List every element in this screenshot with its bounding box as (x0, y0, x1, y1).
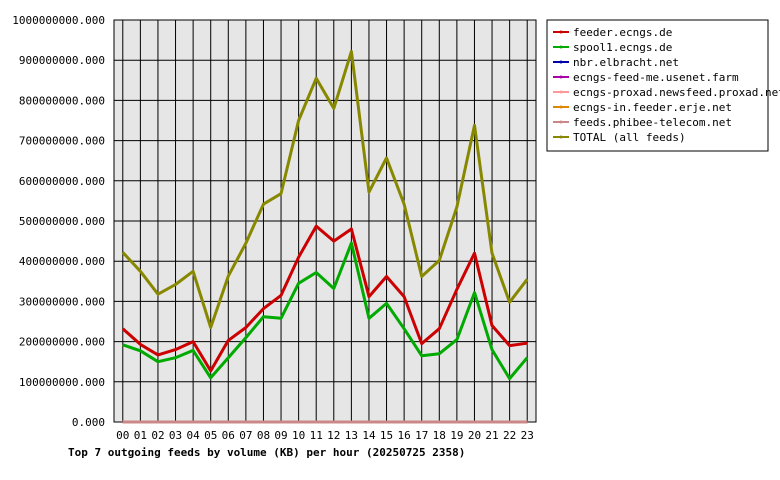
x-tick-label: 02 (151, 429, 164, 442)
legend-marker (559, 90, 563, 94)
legend-label: ecngs-in.feeder.erje.net (573, 101, 732, 114)
series-line-0 (121, 224, 528, 373)
x-tick-label: 11 (310, 429, 323, 442)
series-line-7 (121, 49, 529, 329)
x-tick-label: 15 (380, 429, 393, 442)
legend-box (546, 19, 769, 152)
x-tick-label: 00 (116, 429, 129, 442)
chart-title: Top 7 outgoing feeds by volume (KB) per … (68, 446, 465, 459)
x-tick-label: 16 (398, 429, 411, 442)
x-tick-label: 07 (239, 429, 252, 442)
x-tick-label: 21 (485, 429, 498, 442)
y-tick-label: 300000000.000 (19, 295, 105, 308)
legend-marker (559, 120, 563, 124)
series-lines (121, 49, 529, 424)
legend-marker (559, 60, 563, 64)
x-tick-label: 22 (503, 429, 516, 442)
legend-label: feeder.ecngs.de (573, 26, 672, 39)
x-tick-label: 19 (450, 429, 463, 442)
x-tick-label: 18 (433, 429, 446, 442)
y-tick-label: 500000000.000 (19, 215, 105, 228)
y-tick-label: 100000000.000 (19, 376, 105, 389)
y-tick-label: 800000000.000 (19, 94, 105, 107)
y-tick-label: 900000000.000 (19, 54, 105, 67)
series-line-1 (122, 241, 529, 381)
legend-marker (559, 45, 563, 49)
legend-label: ecngs-proxad.newsfeed.proxad.net (573, 86, 780, 99)
x-tick-label: 08 (257, 429, 270, 442)
legend-label: ecngs-feed-me.usenet.farm (573, 71, 739, 84)
x-tick-label: 01 (134, 429, 147, 442)
legend-label: spool1.ecngs.de (573, 41, 672, 54)
legend-label: feeds.phibee-telecom.net (573, 116, 732, 129)
y-tick-label: 0.000 (72, 416, 105, 429)
y-axis: 0.000 100000000.000 200000000.000 300000000… (12, 14, 105, 429)
x-axis: 00 01 02 03 04 05 06 07 08 09 10 11 12 13 14 15 16 17 18 19… (116, 429, 534, 442)
legend-marker (559, 135, 563, 139)
x-tick-label: 20 (468, 429, 481, 442)
x-tick-label: 23 (521, 429, 534, 442)
x-tick-label: 04 (187, 429, 201, 442)
legend-marker (559, 30, 563, 34)
y-tick-label: 600000000.000 (19, 175, 105, 188)
x-tick-label: 06 (222, 429, 235, 442)
y-tick-label: 700000000.000 (19, 135, 105, 148)
legend: feeder.ecngs.de spool1.ecngs.de nbr.elbrac… (553, 26, 780, 144)
x-tick-label: 03 (169, 429, 182, 442)
x-tick-label: 09 (274, 429, 287, 442)
legend-marker (559, 105, 563, 109)
y-tick-label: 400000000.000 (19, 255, 105, 268)
x-tick-label: 17 (415, 429, 428, 442)
legend-marker (559, 75, 563, 79)
x-tick-label: 05 (204, 429, 217, 442)
x-tick-label: 14 (362, 429, 376, 442)
legend-label: nbr.elbracht.net (573, 56, 679, 69)
x-tick-label: 13 (345, 429, 358, 442)
y-tick-label: 200000000.000 (19, 336, 105, 349)
x-tick-label: 12 (327, 429, 340, 442)
x-tick-label: 10 (292, 429, 305, 442)
legend-label: TOTAL (all feeds) (573, 131, 686, 144)
y-tick-label: 1000000000.000 (12, 14, 105, 27)
